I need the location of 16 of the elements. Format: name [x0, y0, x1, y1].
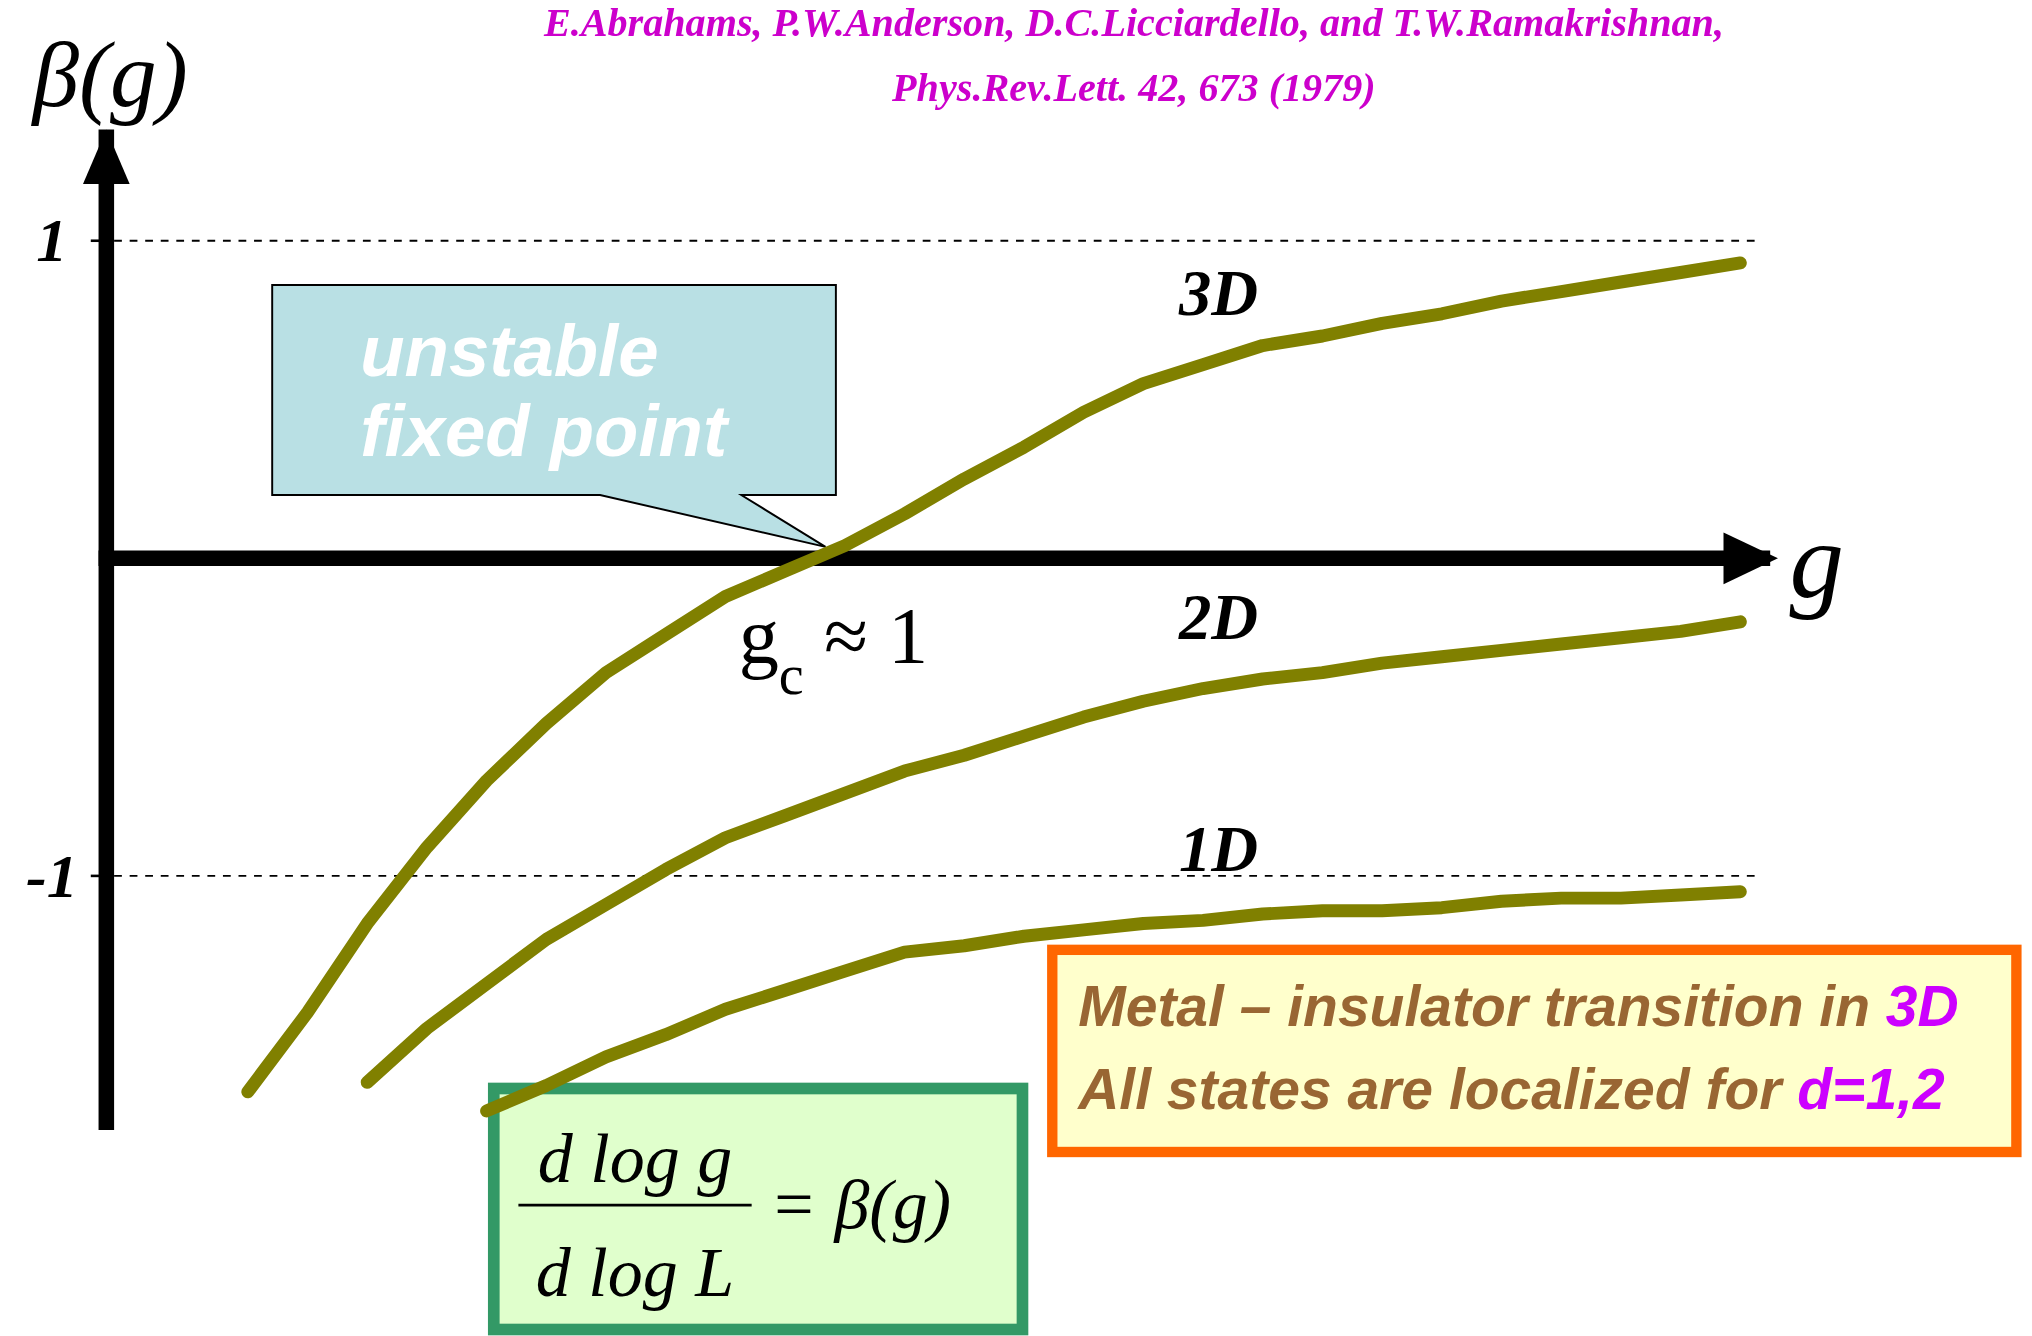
- text: = β(g): [769, 1166, 951, 1244]
- y-tick-label: -1: [26, 841, 78, 910]
- x-axis-title: g: [1789, 500, 1845, 622]
- annotation: g$_{c}$ ≈ 1: [738, 591, 929, 707]
- series-label: 3D: [1177, 257, 1259, 330]
- annotation: d log g: [537, 1119, 733, 1197]
- text: d log L: [535, 1233, 735, 1311]
- annotation: All states are localized for d=1,2: [1076, 1057, 1945, 1122]
- y-tick-label: 1: [36, 206, 68, 275]
- chart-title: E.Abrahams, P.W.Anderson, D.C.Licciardello, and T.W.Ramakrishnan,: [542, 0, 1724, 46]
- y-axis-title: β(g): [30, 23, 188, 127]
- chart-subtitle: Phys.Rev.Lett. 42, 673 (1979): [891, 65, 1376, 111]
- annotation: Metal – insulator transition in 3D: [1078, 974, 1959, 1039]
- annotation: unstable fixed point: [360, 309, 730, 472]
- series-label: 2D: [1177, 581, 1259, 654]
- series-label: 1D: [1178, 813, 1259, 886]
